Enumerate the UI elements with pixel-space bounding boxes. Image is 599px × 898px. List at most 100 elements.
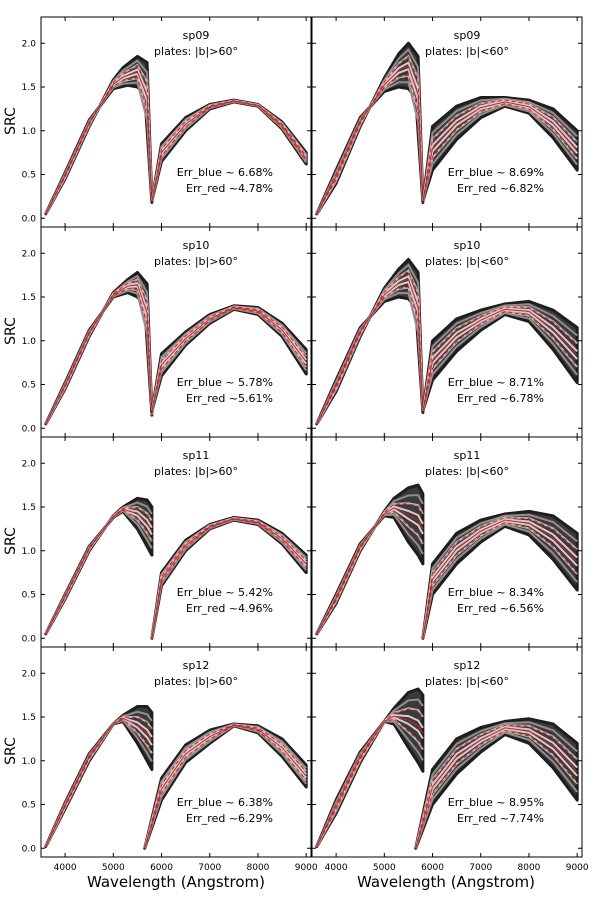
red-dashed-curve	[316, 718, 424, 847]
red-mean-curve	[151, 100, 307, 201]
red-dashed-curve	[45, 77, 153, 215]
spectrum-curve	[44, 278, 153, 425]
spectrum-curve	[44, 77, 153, 215]
spectrum-curve	[44, 68, 153, 215]
red-mean-curve	[151, 518, 307, 639]
red-dashed-curve	[151, 307, 307, 411]
spectrum-curve	[44, 289, 153, 425]
panel-subtitle: plates: |b|>60°	[154, 45, 238, 58]
xtick-label: 7000	[198, 863, 221, 873]
err-blue-annotation: Err_blue ~ 6.38%	[177, 796, 273, 809]
ytick-label: 1.0	[22, 127, 37, 137]
err-blue-annotation: Err_blue ~ 6.68%	[177, 166, 273, 179]
red-mean-curve	[422, 519, 578, 639]
ytick-label: 2.0	[22, 249, 37, 259]
xtick-label: 6000	[421, 863, 444, 873]
panel-sp10-high-lat: 0.0 0.5 1.0 1.5 2.0 sp10 plates: |b|>60° Err_bl…	[22, 226, 312, 438]
ytick-label: 1.0	[22, 337, 37, 347]
red-mean-curve	[45, 71, 153, 215]
spectrum-curve	[315, 291, 424, 425]
spectrum-curve	[315, 513, 424, 635]
red-dashed-curve	[422, 103, 578, 201]
spectrum-curve	[414, 727, 578, 849]
spectrum-curve	[414, 725, 578, 849]
red-dashed-curve	[316, 286, 424, 425]
xtick-label: 9000	[566, 863, 589, 873]
red-dashed-curve	[151, 517, 307, 639]
panel-title: sp11	[454, 449, 481, 462]
red-dashed-curve	[45, 288, 153, 425]
spectrum-curve	[421, 303, 578, 411]
panel-sp12-high-lat: 0.0 0.5 1.0 1.5 2.0 4000 5000 6000 7000 8000 9000 s…	[22, 646, 318, 873]
red-dashed-curve	[45, 718, 153, 847]
red-dashed-curve	[422, 306, 578, 411]
xtick-label: 9000	[295, 863, 318, 873]
ytick-label: 0.0	[22, 844, 37, 854]
panel-sp10-low-lat: sp10 plates: |b|<60° Err_blue ~ 8.71% Err_r…	[311, 226, 583, 438]
panel-title: sp09	[183, 29, 210, 42]
spectrum-curve	[421, 513, 578, 639]
spectrum-curve	[421, 97, 578, 201]
panel-sp11-low-lat: sp11 plates: |b|<60° Err_blue ~ 8.34% Err_r…	[311, 436, 583, 648]
red-dashed-curve	[45, 509, 153, 635]
xtick-label: 7000	[469, 863, 492, 873]
spectrum-curve	[44, 81, 153, 215]
blue-envelope-band	[44, 271, 154, 426]
xtick-label: 4000	[54, 863, 77, 873]
red-dashed-curve	[45, 64, 153, 215]
xtick-label: 8000	[518, 863, 541, 873]
red-mean-curve	[144, 724, 307, 849]
red-dashed-curve	[422, 99, 578, 201]
spectrum-curve	[315, 81, 424, 215]
spectrum-curve	[414, 721, 578, 849]
ytick-label: 1.5	[22, 503, 36, 513]
red-mean-curve	[45, 717, 153, 847]
ytick-label: 0.0	[22, 634, 37, 644]
red-dashed-curve	[144, 724, 307, 849]
panel-title: sp12	[454, 659, 481, 672]
red-mean-curve	[422, 101, 578, 201]
spectrum-curve	[315, 286, 424, 425]
err-red-annotation: Err_red ~6.82%	[457, 182, 544, 195]
panel-title: sp12	[183, 659, 210, 672]
ytick-label: 1.0	[22, 547, 37, 557]
xlabel-left: Wavelength (Angstrom)	[87, 873, 265, 891]
ytick-label: 1.0	[22, 757, 37, 767]
red-dashed-curve	[316, 511, 424, 635]
panel-subtitle: plates: |b|>60°	[154, 675, 238, 688]
panel-subtitle: plates: |b|<60°	[425, 675, 509, 688]
spectrum-curve	[421, 519, 578, 639]
xlabel-right: Wavelength (Angstrom)	[357, 873, 535, 891]
ylabel-row-2: SRC	[3, 317, 19, 345]
spectrum-curve	[44, 281, 153, 425]
spectrum-curve	[44, 72, 153, 215]
red-dashed-curve	[144, 723, 307, 849]
err-red-annotation: Err_red ~6.56%	[457, 602, 544, 615]
ytick-label: 0.0	[22, 424, 37, 434]
ylabel-row-1: SRC	[3, 107, 19, 135]
err-blue-annotation: Err_blue ~ 5.42%	[177, 586, 273, 599]
red-dashed-curve	[45, 279, 153, 425]
err-red-annotation: Err_red ~5.61%	[186, 392, 273, 405]
red-dashed-curve	[422, 517, 578, 639]
err-red-annotation: Err_red ~6.78%	[457, 392, 544, 405]
red-dashed-curve	[151, 518, 307, 639]
xtick-label: 8000	[247, 863, 270, 873]
xtick-label: 4000	[325, 863, 348, 873]
spectrum-curve	[421, 518, 578, 639]
err-red-annotation: Err_red ~4.78%	[186, 182, 273, 195]
err-blue-annotation: Err_blue ~ 5.78%	[177, 376, 273, 389]
ytick-label: 0.5	[22, 171, 36, 181]
red-dashed-curve	[316, 56, 424, 215]
red-dashed-curve	[151, 100, 307, 201]
err-red-annotation: Err_red ~4.96%	[186, 602, 273, 615]
axes-frame	[311, 646, 583, 858]
spectrum-curve	[421, 523, 578, 639]
red-mean-curve	[415, 727, 578, 849]
ytick-label: 0.5	[22, 801, 36, 811]
xtick-label: 6000	[150, 863, 173, 873]
ylabel-row-4: SRC	[3, 737, 19, 765]
red-mean-curve	[422, 308, 578, 411]
red-mean-curve	[151, 306, 307, 411]
ytick-label: 0.0	[22, 214, 37, 224]
